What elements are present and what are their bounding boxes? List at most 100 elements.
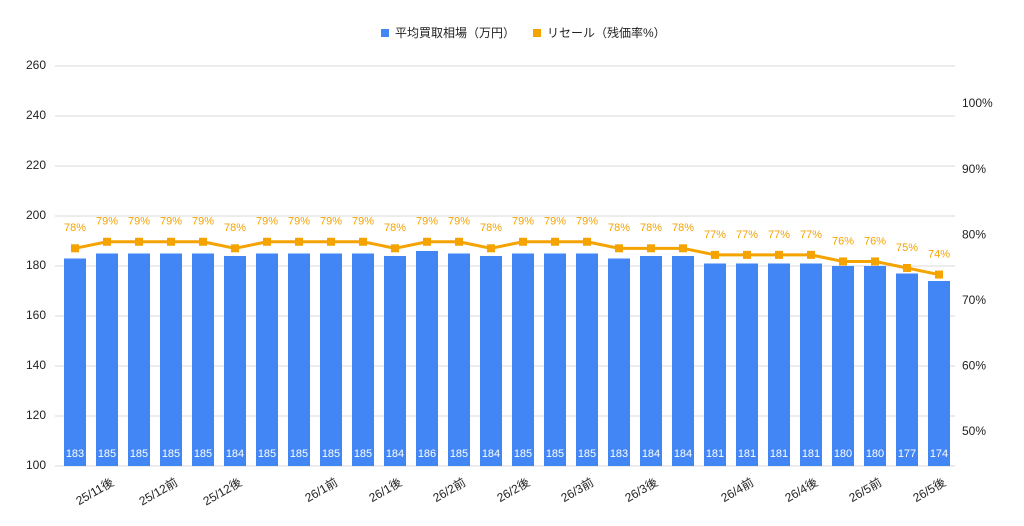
bar-value-label: 181 xyxy=(770,448,788,460)
line-marker xyxy=(487,244,495,253)
bar xyxy=(352,253,374,466)
x-tick-label: 26/1前 xyxy=(302,474,340,505)
bar xyxy=(448,253,470,466)
y-tick-label: 200 xyxy=(26,208,46,222)
bar xyxy=(320,253,342,466)
bar-value-label: 185 xyxy=(194,448,212,460)
line-marker xyxy=(903,264,911,273)
line-value-label: 79% xyxy=(416,216,438,228)
bar xyxy=(576,253,598,466)
line-marker xyxy=(455,237,463,246)
line-marker xyxy=(71,244,79,253)
y-tick-label: 260 xyxy=(26,58,46,72)
bar-value-label: 180 xyxy=(866,448,884,460)
bar xyxy=(192,253,214,466)
bar xyxy=(640,256,662,466)
line-value-label: 78% xyxy=(64,222,86,234)
y-tick-label: 160 xyxy=(26,308,46,322)
line-marker xyxy=(135,237,143,246)
line-marker xyxy=(615,244,623,253)
y2-tick-label: 90% xyxy=(962,162,986,176)
line-value-label: 76% xyxy=(864,235,886,247)
line-value-label: 79% xyxy=(192,216,214,228)
line-marker xyxy=(743,250,751,259)
bar xyxy=(128,253,150,466)
line-marker xyxy=(839,257,847,266)
x-tick-label: 25/12前 xyxy=(136,474,180,508)
line-value-label: 79% xyxy=(320,216,342,228)
bar xyxy=(480,256,502,466)
bar-value-label: 177 xyxy=(898,448,916,460)
line-marker xyxy=(103,237,111,246)
x-tick-label: 26/5前 xyxy=(846,474,884,505)
line-marker xyxy=(583,237,591,246)
bar-value-label: 185 xyxy=(130,448,148,460)
x-tick-label: 26/2前 xyxy=(430,474,468,505)
legend-label: 平均買取相場（万円） xyxy=(395,26,515,40)
line-marker xyxy=(647,244,655,253)
line-value-label: 78% xyxy=(224,222,246,234)
y-tick-label: 140 xyxy=(26,358,46,372)
bar-value-label: 183 xyxy=(66,448,84,460)
line-marker xyxy=(231,244,239,253)
legend: 平均買取相場（万円） リセール（残価率%） xyxy=(381,25,666,40)
x-tick-label: 26/3後 xyxy=(622,475,660,505)
bar-value-label: 185 xyxy=(322,448,340,460)
line-value-label: 75% xyxy=(896,242,918,254)
bar xyxy=(928,281,950,466)
bar-value-label: 184 xyxy=(386,448,404,460)
x-tick-label: 26/2後 xyxy=(494,475,532,505)
bar xyxy=(768,263,790,466)
line-value-label: 76% xyxy=(832,235,854,247)
y-tick-label: 180 xyxy=(26,258,46,272)
y-tick-label: 100 xyxy=(26,458,46,472)
x-tick-label: 26/4前 xyxy=(718,474,756,505)
bar-value-label: 185 xyxy=(546,448,564,460)
bar xyxy=(384,256,406,466)
x-tick-label: 26/4後 xyxy=(782,475,820,505)
bar xyxy=(96,253,118,466)
bar xyxy=(512,253,534,466)
bar xyxy=(896,273,918,466)
bar xyxy=(608,258,630,466)
line-marker xyxy=(391,244,399,253)
line-marker xyxy=(359,237,367,246)
x-tick-label: 26/5後 xyxy=(910,475,948,505)
line-value-label: 78% xyxy=(608,222,630,234)
line-marker xyxy=(263,237,271,246)
bar xyxy=(224,256,246,466)
line-value-label: 79% xyxy=(160,216,182,228)
line-value-label: 79% xyxy=(96,216,118,228)
bar-value-label: 185 xyxy=(258,448,276,460)
bar xyxy=(256,253,278,466)
line-marker xyxy=(935,270,943,279)
line-marker xyxy=(519,237,527,246)
line-marker xyxy=(871,257,879,266)
bar xyxy=(416,251,438,466)
line-value-label: 79% xyxy=(448,216,470,228)
y-tick-label: 120 xyxy=(26,408,46,422)
bar xyxy=(864,266,886,466)
line-marker xyxy=(423,237,431,246)
line-marker xyxy=(679,244,687,253)
x-tick-label: 25/12後 xyxy=(201,475,244,508)
bar xyxy=(544,253,566,466)
line xyxy=(74,240,940,277)
bar-value-label: 185 xyxy=(514,448,532,460)
legend-swatch xyxy=(533,29,542,37)
bar xyxy=(672,256,694,466)
bar xyxy=(736,263,758,466)
line-value-label: 77% xyxy=(736,229,758,241)
bar xyxy=(832,266,854,466)
line-value-label: 79% xyxy=(544,216,566,228)
bar xyxy=(288,253,310,466)
bar-value-label: 184 xyxy=(226,448,244,460)
line-marker xyxy=(199,237,207,246)
bar-value-label: 184 xyxy=(674,448,692,460)
x-tick-label: 26/1後 xyxy=(366,475,404,505)
bar xyxy=(704,263,726,466)
bar xyxy=(160,253,182,466)
x-tick-label: 26/3前 xyxy=(558,474,596,505)
y2-tick-label: 100% xyxy=(962,96,993,110)
line-marker xyxy=(551,237,559,246)
